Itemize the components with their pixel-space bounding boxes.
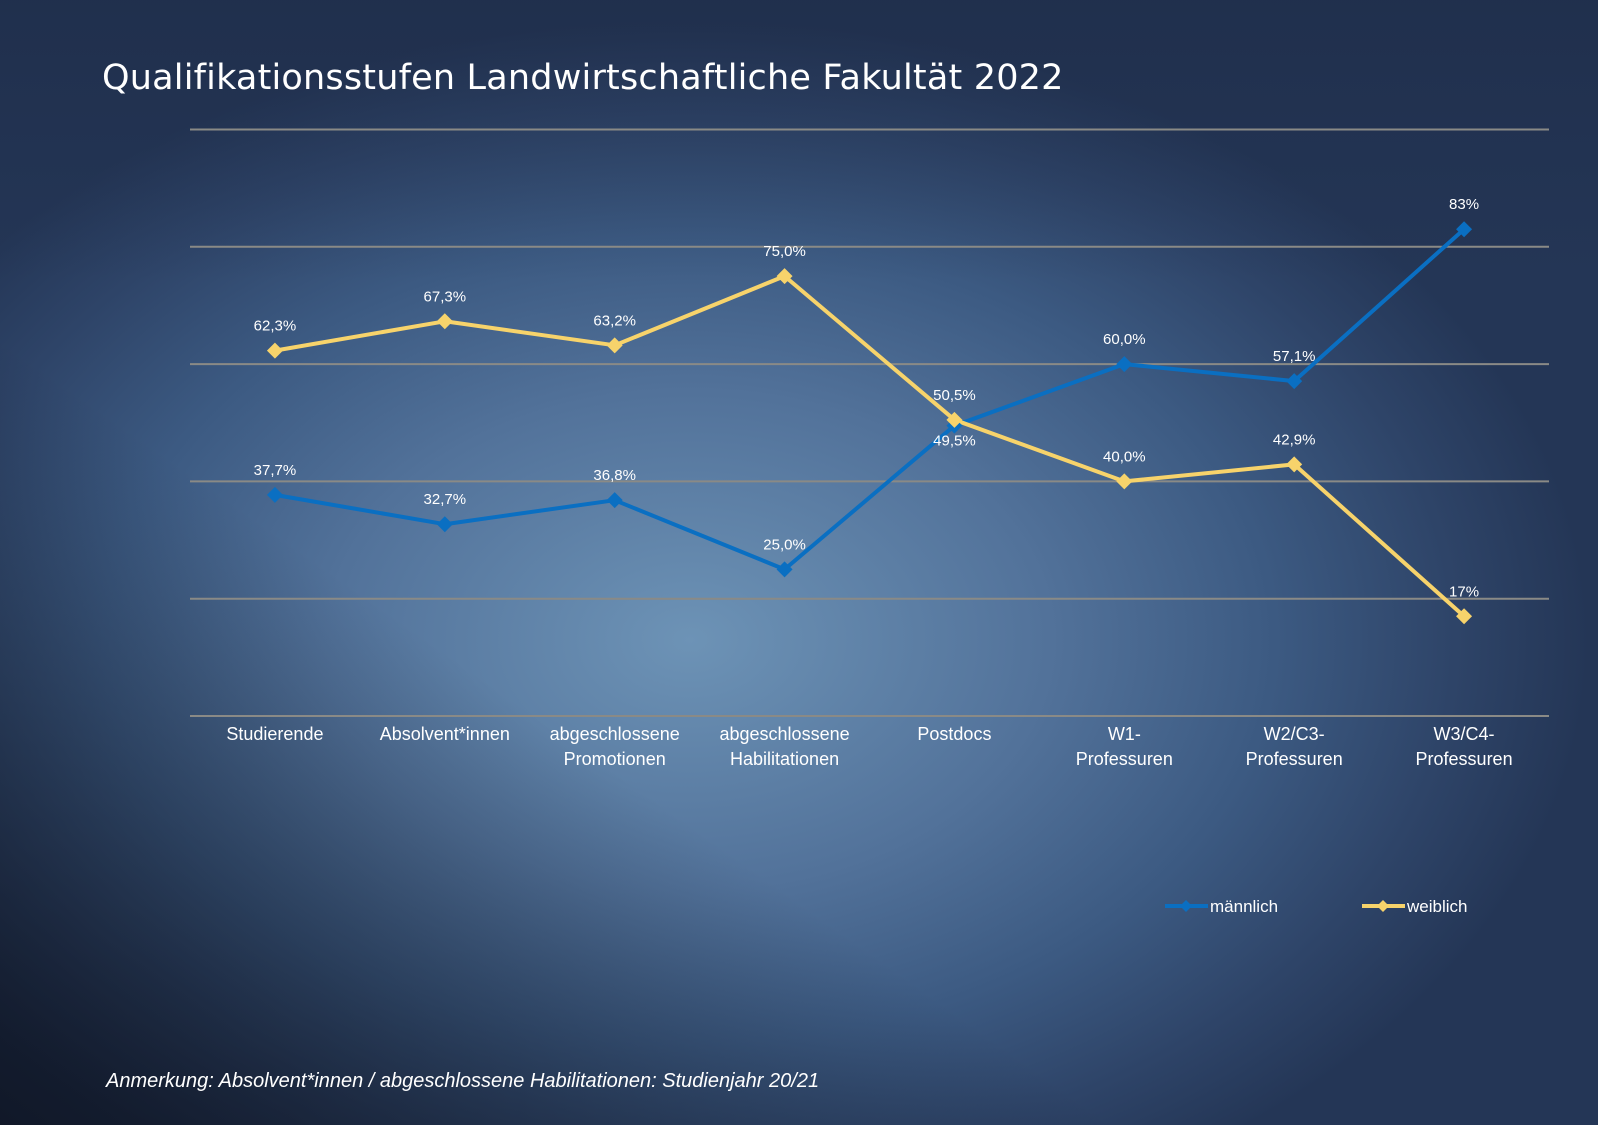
data-label: 50,5% xyxy=(933,387,976,404)
data-label: 36,8% xyxy=(593,467,636,484)
x-tick-label-line: W2/C3- xyxy=(1264,724,1325,744)
data-label: 75,0% xyxy=(763,243,806,260)
data-point xyxy=(1286,373,1303,390)
data-label: 32,7% xyxy=(424,491,467,508)
x-tick-label-line: abgeschlossene xyxy=(550,724,680,744)
data-label: 49,5% xyxy=(933,433,976,450)
x-tick-label-line: Promotionen xyxy=(564,749,666,769)
x-tick-label: W2/C3- Professuren xyxy=(1246,724,1343,769)
x-tick-label-line: Absolvent*innen xyxy=(380,724,510,744)
data-point xyxy=(266,342,283,359)
x-tick-label-line: Professuren xyxy=(1076,749,1173,769)
data-point xyxy=(436,313,453,330)
legend-marker xyxy=(1180,900,1192,912)
data-point xyxy=(606,492,623,509)
data-point xyxy=(776,268,793,285)
data-label: 42,9% xyxy=(1273,431,1316,448)
data-label: 67,3% xyxy=(424,288,467,305)
x-tick-label: Postdocs xyxy=(917,724,991,744)
x-tick-label: Absolvent*innen xyxy=(380,724,510,744)
data-label: 60,0% xyxy=(1103,331,1146,348)
chart-title: Qualifikationsstufen Landwirtschaftliche… xyxy=(102,58,1064,98)
x-tick-label: Studierende xyxy=(226,724,323,744)
data-point xyxy=(266,486,283,503)
data-label: 25,0% xyxy=(763,536,806,553)
data-point xyxy=(1286,456,1303,473)
x-tick-label: W3/C4- Professuren xyxy=(1416,724,1513,769)
data-label: 37,7% xyxy=(254,462,297,479)
data-point xyxy=(1116,356,1133,373)
footnote: Anmerkung: Absolvent*innen / abgeschloss… xyxy=(106,1070,820,1092)
data-label: 17% xyxy=(1449,583,1479,600)
x-tick-label: abgeschlossene Promotionen xyxy=(550,724,680,769)
data-point xyxy=(946,411,963,428)
x-tick-label: abgeschlossene Habilitationen xyxy=(720,724,850,769)
data-point xyxy=(1116,473,1133,490)
data-label: 40,0% xyxy=(1103,448,1146,465)
data-point xyxy=(1456,221,1473,238)
x-tick-label-line: Habilitationen xyxy=(730,749,839,769)
x-tick-label-line: abgeschlossene xyxy=(720,724,850,744)
data-point xyxy=(1456,608,1473,625)
x-tick-label-line: Professuren xyxy=(1416,749,1513,769)
data-point xyxy=(606,337,623,354)
data-point xyxy=(436,516,453,533)
data-label: 63,2% xyxy=(593,312,636,329)
data-label: 62,3% xyxy=(254,318,297,335)
data-point xyxy=(776,561,793,578)
data-label: 57,1% xyxy=(1273,348,1316,365)
x-tick-label-line: Professuren xyxy=(1246,749,1343,769)
x-tick-label-line: W3/C4- xyxy=(1434,724,1495,744)
x-tick-label-line: W1- xyxy=(1108,724,1141,744)
series-line-männlich xyxy=(274,227,1466,572)
x-tick-label: W1- Professuren xyxy=(1076,724,1173,769)
data-label: 83% xyxy=(1449,196,1479,213)
x-tick-label-line: Studierende xyxy=(226,724,323,744)
legend-label: männlich xyxy=(1210,897,1278,916)
series-line-weiblich xyxy=(274,274,1466,618)
legend-label: weiblich xyxy=(1406,897,1467,916)
legend-marker xyxy=(1377,900,1389,912)
x-tick-label-line: Postdocs xyxy=(917,724,991,744)
